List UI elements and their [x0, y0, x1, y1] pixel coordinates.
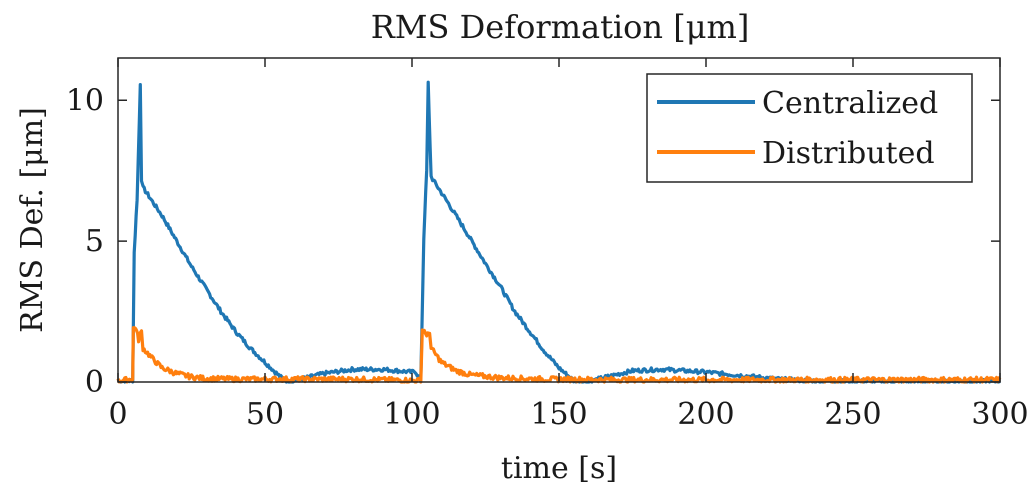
chart-title: RMS Deformation [μm] [371, 8, 750, 46]
legend-box [646, 73, 973, 183]
x-tick-label: 100 [383, 397, 440, 432]
series-line-distributed [116, 326, 1002, 384]
legend-label-centralized: Centralized [762, 86, 938, 121]
x-tick-label: 50 [246, 397, 284, 432]
y-tick-label: 10 [66, 83, 104, 118]
x-tick-label: 200 [677, 397, 734, 432]
x-tick-label: 300 [971, 397, 1028, 432]
y-axis-label: RMS Def. [μm] [15, 107, 50, 333]
legend-label-distributed: Distributed [762, 136, 935, 171]
y-tick-label: 0 [85, 365, 104, 400]
ticks-layer: 0 50 100 150 200 250 300 0 5 10 [66, 58, 1029, 432]
x-tick-label: 150 [530, 397, 587, 432]
x-tick-label: 0 [108, 397, 127, 432]
legend: Centralized Distributed [646, 73, 973, 183]
x-tick-label: 250 [824, 397, 881, 432]
y-tick-label: 5 [85, 224, 104, 259]
series-layer [116, 80, 1002, 384]
x-axis-label: time [s] [501, 451, 617, 486]
